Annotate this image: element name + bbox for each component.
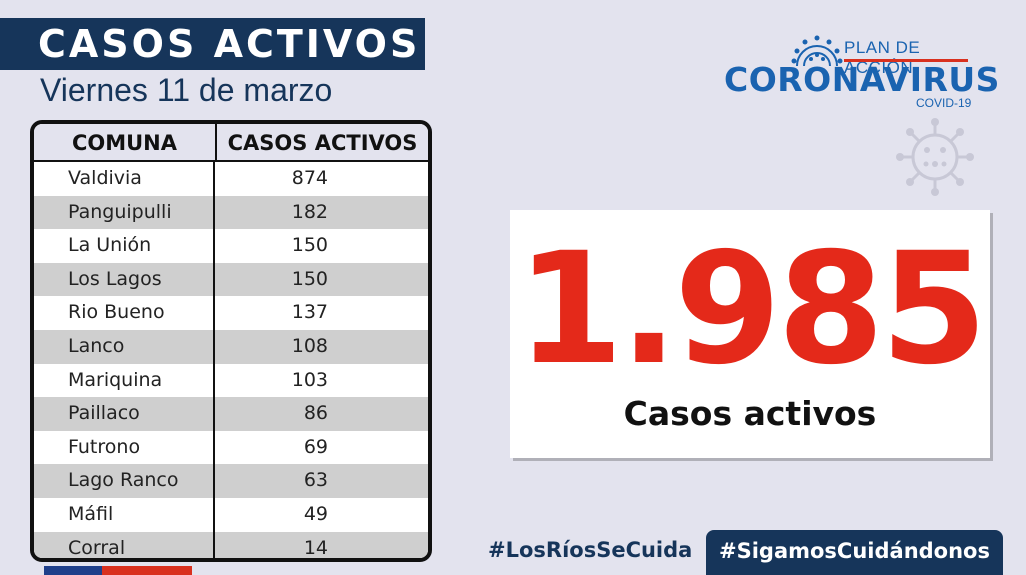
comuna-cell: Máfil <box>34 497 215 532</box>
active-cases-cell: 103 <box>291 368 328 391</box>
table-row: Mariquina 103 <box>34 363 428 398</box>
virus-icon <box>791 35 843 67</box>
column-header-casos: CASOS ACTIVOS <box>227 131 418 155</box>
table-row: Máfil 49 <box>34 497 428 532</box>
table-row: Lanco 108 <box>34 329 428 364</box>
comuna-cell: Los Lagos <box>34 262 215 297</box>
column-header-comuna: COMUNA <box>34 124 217 160</box>
active-cases-cell: 108 <box>291 334 328 357</box>
table-row: La Unión 150 <box>34 229 428 263</box>
total-active-cases-label: Casos activos <box>623 394 877 433</box>
comuna-cell: Valdivia <box>34 162 215 196</box>
table-row: Valdivia 874 <box>34 162 428 196</box>
plan-coronavirus-logo: PLAN DE ACCIÓN CORONAVIRUS COVID-19 <box>720 30 999 120</box>
comuna-cell: La Unión <box>34 229 215 263</box>
hashtag-sigamos: #SigamosCuidándonos <box>719 539 990 563</box>
date-subtitle: Viernes 11 de marzo <box>40 72 333 108</box>
virus-watermark-icon <box>896 118 974 196</box>
hashtag-los-rios: #LosRíosSeCuida <box>488 538 693 562</box>
comuna-cell: Lanco <box>34 329 215 364</box>
active-cases-cell: 150 <box>291 267 328 290</box>
table-row: Futrono 69 <box>34 430 428 465</box>
active-cases-cell: 150 <box>291 234 328 257</box>
logo-plan-text: PLAN DE ACCIÓN <box>844 38 921 77</box>
active-cases-cell: 874 <box>291 167 328 189</box>
logo-red-underline <box>844 59 968 62</box>
comuna-cell: Futrono <box>34 430 215 465</box>
table-row: Paillaco 86 <box>34 397 428 431</box>
hashtag-banner: #SigamosCuidándonos <box>706 530 1003 575</box>
table-body: Valdivia 874 Panguipulli 182 La Unión 150 Los … <box>34 162 428 559</box>
comuna-cell: Panguipulli <box>34 195 215 230</box>
total-active-cases: 1.985 <box>516 220 987 399</box>
active-cases-cell: 69 <box>303 435 328 458</box>
flag-stripe <box>44 566 192 575</box>
active-cases-cell: 49 <box>303 502 328 525</box>
table-row: Rio Bueno 137 <box>34 296 428 330</box>
logo-subtitle: COVID-19 <box>916 96 972 110</box>
page-title: CASOS ACTIVOS <box>0 18 425 70</box>
active-cases-cell: 14 <box>303 536 328 559</box>
comuna-cell: Rio Bueno <box>34 296 215 330</box>
logo-title: CORONAVIRUS <box>724 60 1000 99</box>
active-cases-cell: 86 <box>303 402 328 425</box>
table-row: Lago Ranco 63 <box>34 464 428 498</box>
cases-table: COMUNA CASOS ACTIVOS Valdivia 874 Panguipu… <box>30 120 432 562</box>
comuna-cell: Paillaco <box>34 397 215 431</box>
table-row: Los Lagos 150 <box>34 262 428 297</box>
active-cases-cell: 182 <box>291 200 328 223</box>
active-cases-cell: 63 <box>303 469 328 492</box>
table-row: Panguipulli 182 <box>34 195 428 230</box>
comuna-cell: Lago Ranco <box>34 464 215 498</box>
active-cases-summary: 1.985 Casos activos <box>510 210 990 458</box>
table-row: Corral 14 <box>34 531 428 559</box>
active-cases-cell: 137 <box>291 301 328 324</box>
comuna-cell: Mariquina <box>34 363 215 398</box>
table-header: COMUNA CASOS ACTIVOS <box>34 124 428 162</box>
comuna-cell: Corral <box>34 531 215 558</box>
